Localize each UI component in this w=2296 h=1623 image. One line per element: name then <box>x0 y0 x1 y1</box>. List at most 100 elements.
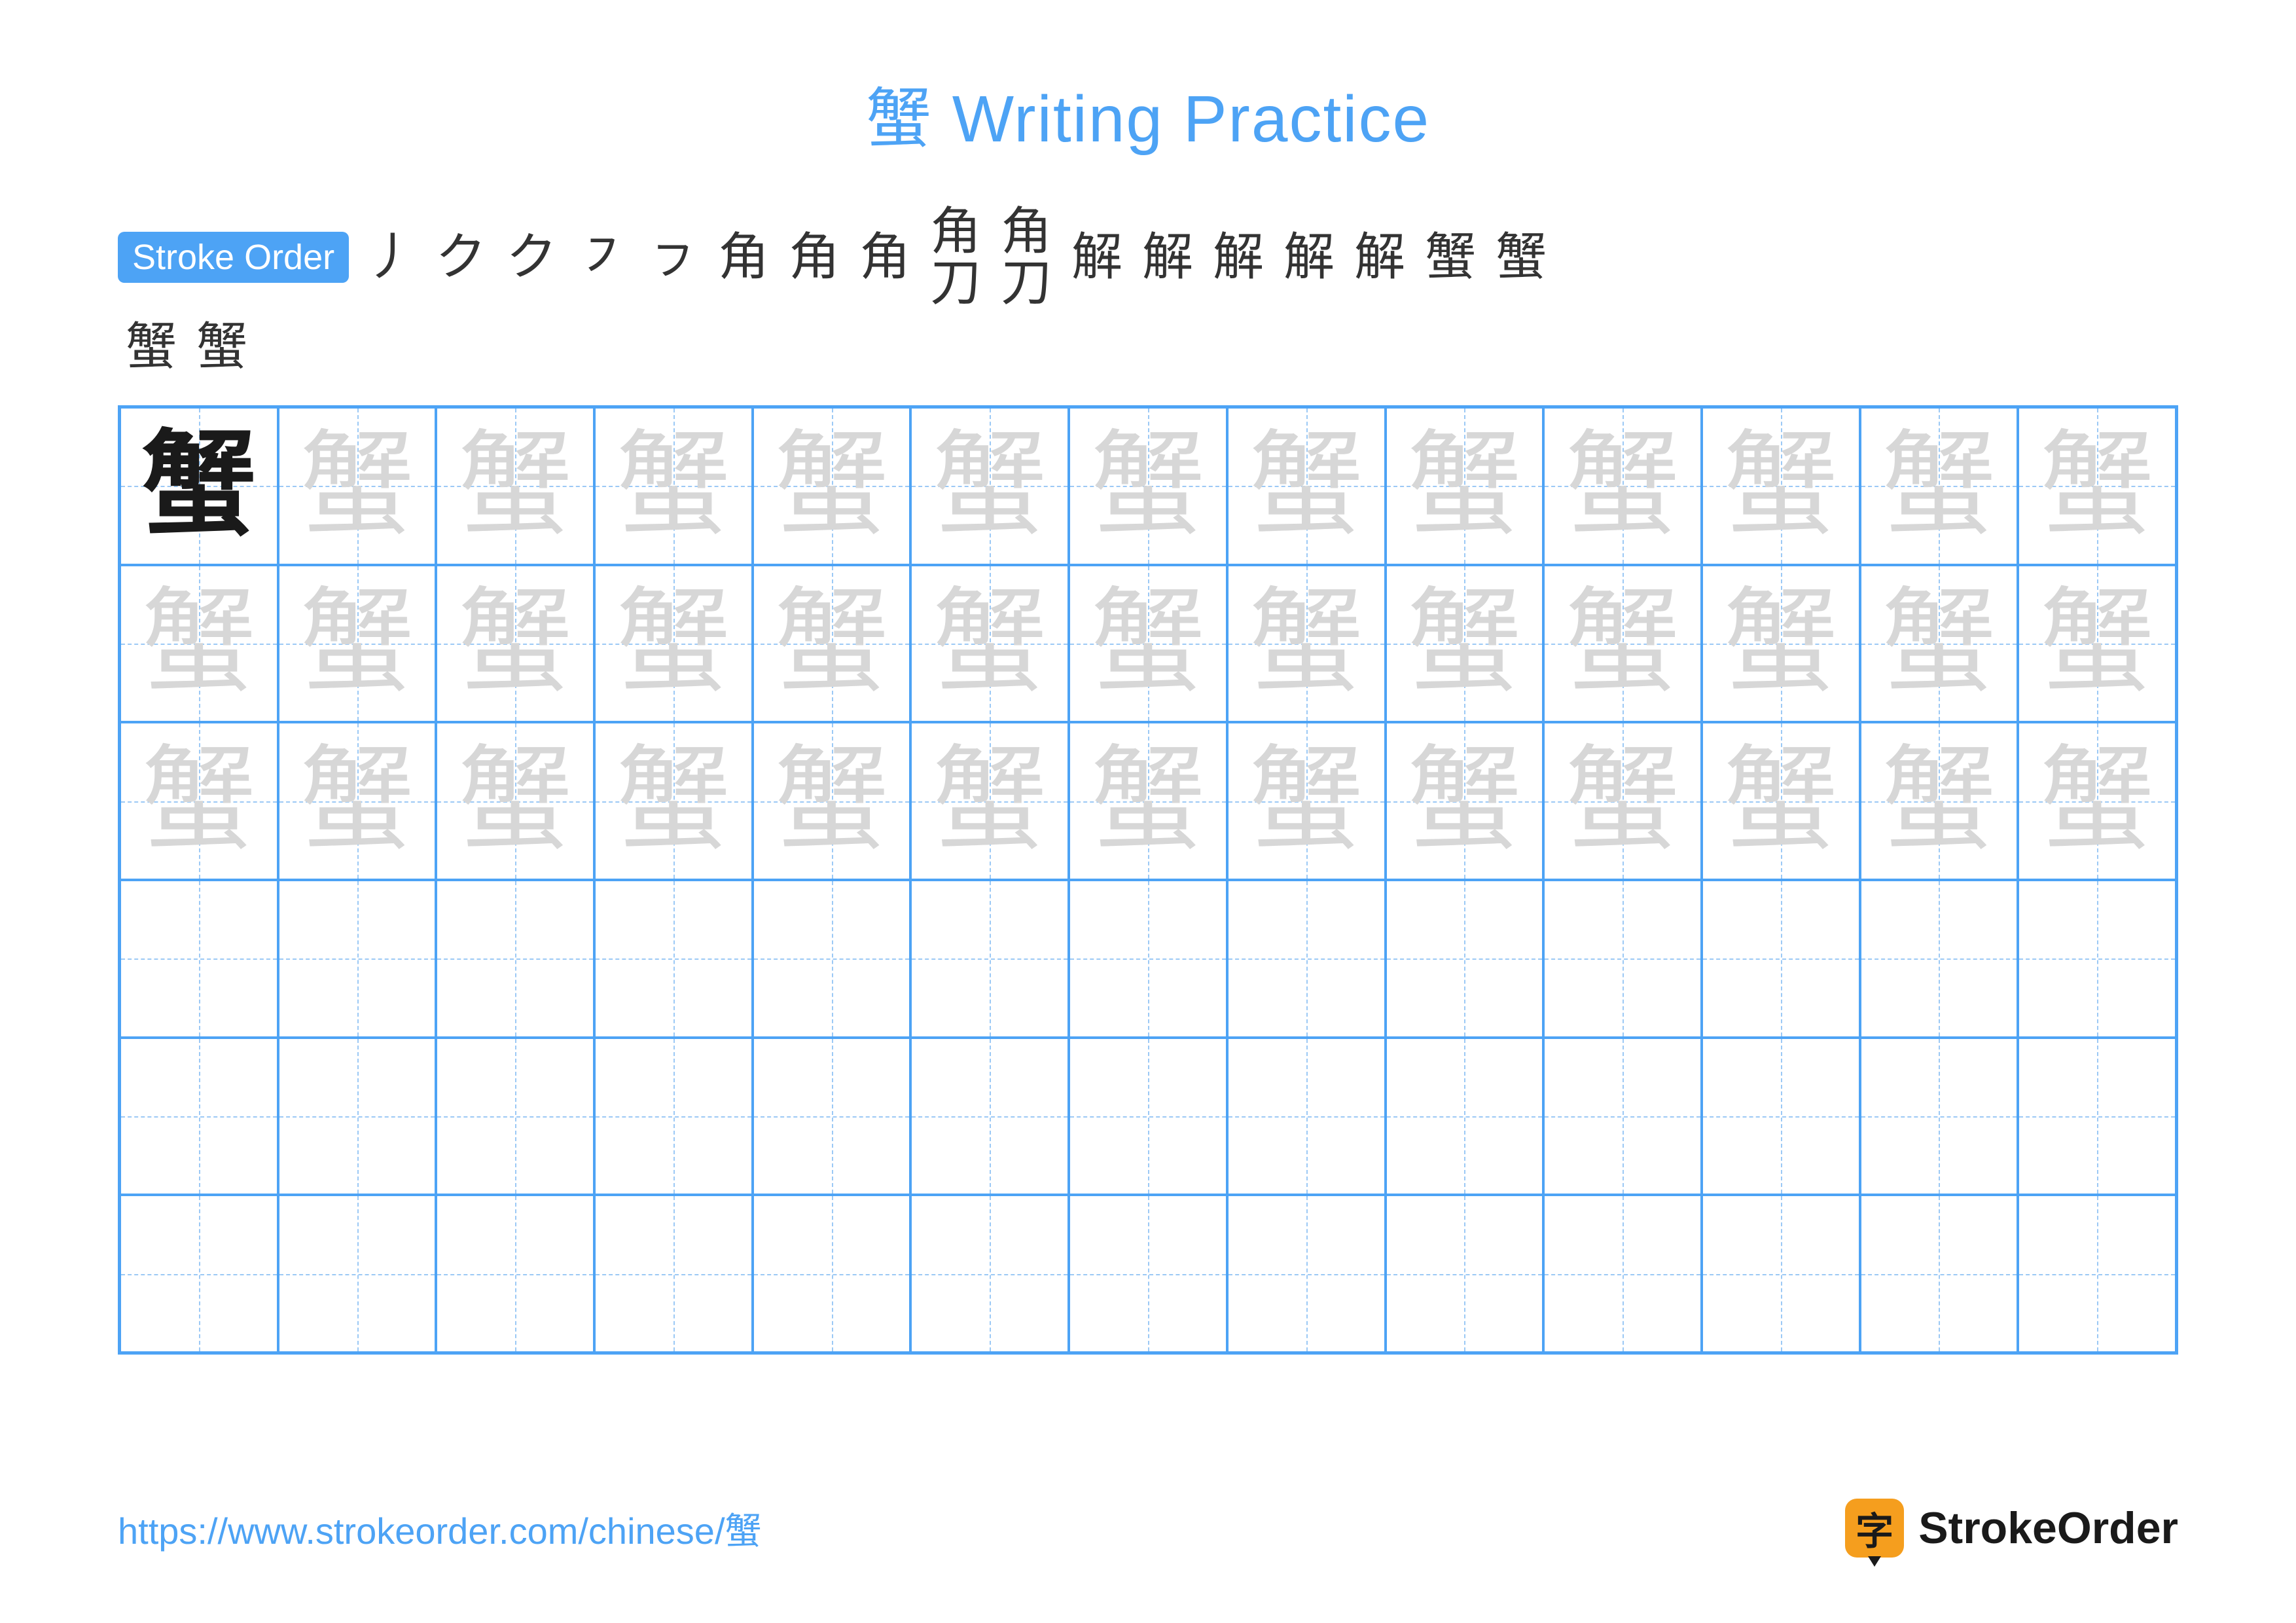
practice-cell: 蟹 <box>1860 565 2018 723</box>
practice-cell: 蟹 <box>1386 407 1544 565</box>
practice-cell <box>910 1195 1069 1353</box>
practice-cell <box>2018 1195 2176 1353</box>
trace-character: 蟹 <box>1723 586 1838 701</box>
source-url: https://www.strokeorder.com/chinese/蟹 <box>118 1502 762 1555</box>
practice-cell: 蟹 <box>753 722 911 880</box>
practice-cell <box>1860 1038 2018 1195</box>
trace-character: 蟹 <box>774 586 889 701</box>
practice-cell <box>753 1195 911 1353</box>
trace-character: 蟹 <box>1090 586 1205 701</box>
practice-cell: 蟹 <box>1227 565 1386 723</box>
practice-cell <box>1702 880 1860 1038</box>
practice-cell <box>594 1038 753 1195</box>
stroke-step: 蟹 <box>122 321 181 373</box>
trace-character: 蟹 <box>2040 744 2155 858</box>
practice-cell <box>1069 1038 1227 1195</box>
practice-cell: 蟹 <box>1227 407 1386 565</box>
trace-character: 蟹 <box>933 586 1047 701</box>
practice-cell <box>436 1038 594 1195</box>
stroke-step: 解 <box>1280 232 1338 283</box>
trace-character: 蟹 <box>616 429 730 543</box>
stroke-step: ㇷ <box>643 232 702 283</box>
practice-cell <box>1543 1195 1702 1353</box>
practice-cell: 蟹 <box>436 722 594 880</box>
practice-cell <box>1386 1038 1544 1195</box>
practice-cell: 蟹 <box>594 407 753 565</box>
practice-cell <box>2018 1038 2176 1195</box>
trace-character: 蟹 <box>458 429 573 543</box>
practice-cell: 蟹 <box>278 407 437 565</box>
trace-character: 蟹 <box>1249 586 1363 701</box>
stroke-step: 解 <box>1209 232 1268 283</box>
trace-character: 蟹 <box>1723 744 1838 858</box>
practice-cell <box>1702 1195 1860 1353</box>
stroke-step: ㇇ <box>573 232 632 283</box>
practice-cell: 蟹 <box>1069 565 1227 723</box>
practice-cell <box>910 880 1069 1038</box>
practice-cell: 蟹 <box>436 407 594 565</box>
trace-character: 蟹 <box>1407 429 1522 543</box>
stroke-order-row-1: Stroke Order 丿 ク ク ㇇ ㇷ 角 角 角 角刀 角刀 解 解 解… <box>118 206 2178 308</box>
practice-cell: 蟹 <box>120 722 278 880</box>
practice-cell <box>1227 880 1386 1038</box>
practice-cell <box>120 1038 278 1195</box>
stroke-step: 解 <box>1138 232 1197 283</box>
practice-cell: 蟹 <box>1860 407 2018 565</box>
practice-cell: 蟹 <box>910 407 1069 565</box>
page-footer: https://www.strokeorder.com/chinese/蟹 字 … <box>118 1499 2178 1558</box>
practice-cell <box>1069 880 1227 1038</box>
stroke-step: 蟹 <box>192 321 251 373</box>
trace-character: 蟹 <box>300 429 414 543</box>
practice-cell <box>278 880 437 1038</box>
practice-cell <box>1543 880 1702 1038</box>
practice-cell <box>278 1038 437 1195</box>
trace-character: 蟹 <box>1723 429 1838 543</box>
practice-cell: 蟹 <box>753 565 911 723</box>
brand-icon: 字 <box>1845 1499 1904 1558</box>
practice-cell: 蟹 <box>120 407 278 565</box>
trace-character: 蟹 <box>933 744 1047 858</box>
stroke-step: 角 <box>855 232 914 283</box>
stroke-step: 解 <box>1350 232 1409 283</box>
trace-character: 蟹 <box>141 744 256 858</box>
trace-character: 蟹 <box>616 586 730 701</box>
practice-cell <box>1860 880 2018 1038</box>
practice-cell: 蟹 <box>910 565 1069 723</box>
practice-cell: 蟹 <box>594 565 753 723</box>
practice-cell: 蟹 <box>1543 722 1702 880</box>
trace-character: 蟹 <box>1249 429 1363 543</box>
trace-character: 蟹 <box>1249 744 1363 858</box>
practice-cell: 蟹 <box>1386 722 1544 880</box>
stroke-step: ク <box>502 232 561 283</box>
practice-cell: 蟹 <box>1702 722 1860 880</box>
practice-cell <box>753 1038 911 1195</box>
trace-character: 蟹 <box>1566 744 1680 858</box>
practice-cell: 蟹 <box>278 722 437 880</box>
practice-cell <box>120 880 278 1038</box>
stroke-order-label: Stroke Order <box>118 232 349 283</box>
trace-character: 蟹 <box>933 429 1047 543</box>
stroke-step: 蟹 <box>1492 232 1551 283</box>
stroke-step: 蟹 <box>1421 232 1480 283</box>
practice-cell <box>1386 880 1544 1038</box>
model-character: 蟹 <box>141 429 256 543</box>
practice-cell <box>278 1195 437 1353</box>
practice-cell <box>1069 1195 1227 1353</box>
stroke-step: 角刀 <box>926 206 985 308</box>
trace-character: 蟹 <box>1090 744 1205 858</box>
practice-cell <box>594 880 753 1038</box>
trace-character: 蟹 <box>458 586 573 701</box>
practice-cell <box>910 1038 1069 1195</box>
practice-cell <box>1860 1195 2018 1353</box>
practice-cell <box>753 880 911 1038</box>
stroke-order-row-2: 蟹 蟹 <box>118 321 2178 373</box>
practice-cell: 蟹 <box>1860 722 2018 880</box>
trace-character: 蟹 <box>300 744 414 858</box>
stroke-step: 解 <box>1067 232 1126 283</box>
practice-cell: 蟹 <box>2018 407 2176 565</box>
practice-cell: 蟹 <box>910 722 1069 880</box>
practice-cell: 蟹 <box>2018 565 2176 723</box>
practice-cell: 蟹 <box>278 565 437 723</box>
practice-cell: 蟹 <box>2018 722 2176 880</box>
stroke-step: 角 <box>785 232 844 283</box>
